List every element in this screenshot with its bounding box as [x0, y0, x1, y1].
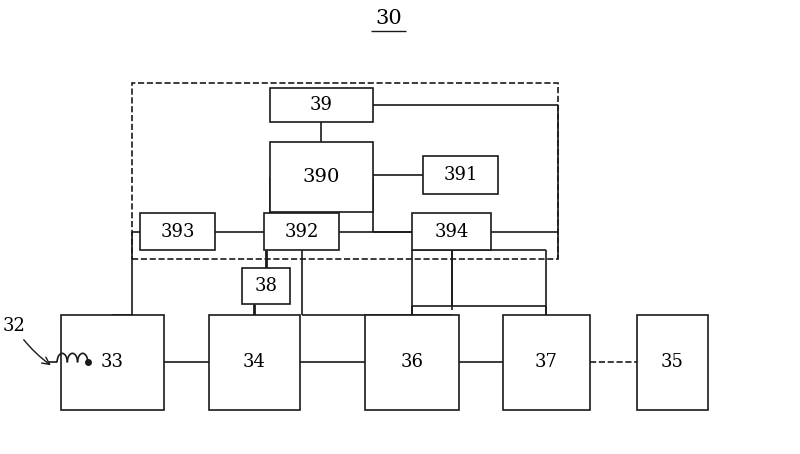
Bar — [365, 315, 459, 410]
Text: 37: 37 — [534, 353, 558, 371]
Text: 33: 33 — [101, 353, 124, 371]
Bar — [412, 213, 491, 250]
Bar — [637, 315, 708, 410]
Text: 394: 394 — [434, 222, 469, 241]
Text: 36: 36 — [401, 353, 423, 371]
Text: 39: 39 — [310, 96, 333, 114]
Bar — [270, 88, 373, 122]
Bar — [132, 83, 558, 259]
Text: 393: 393 — [161, 222, 195, 241]
Bar — [242, 267, 290, 304]
Text: 34: 34 — [243, 353, 266, 371]
Text: 35: 35 — [661, 353, 684, 371]
Text: 38: 38 — [254, 276, 278, 295]
Text: 32: 32 — [2, 317, 50, 365]
Text: 30: 30 — [375, 10, 402, 29]
Text: 392: 392 — [285, 222, 319, 241]
Bar — [140, 213, 215, 250]
Bar — [264, 213, 339, 250]
Text: 390: 390 — [302, 168, 340, 186]
Bar — [209, 315, 300, 410]
Bar — [502, 315, 590, 410]
Bar — [61, 315, 163, 410]
Text: 391: 391 — [444, 166, 478, 184]
Bar — [270, 143, 373, 212]
Bar — [423, 156, 498, 194]
